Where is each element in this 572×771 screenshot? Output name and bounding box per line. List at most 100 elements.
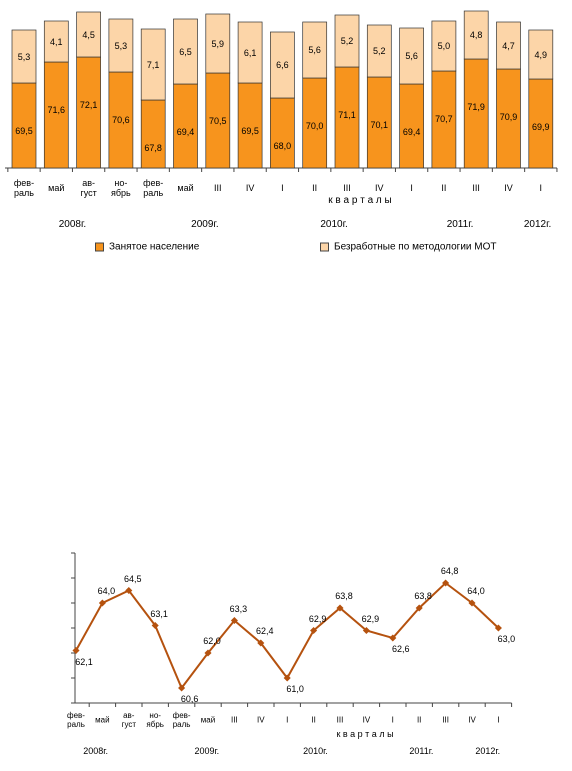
bar-segment — [528, 29, 554, 80]
point — [283, 674, 291, 682]
x-tick-label: но- ябрь — [146, 711, 164, 729]
group-label: 2009г. — [194, 746, 220, 756]
x-tick-label: III — [343, 183, 351, 193]
value-label: 69,4 — [402, 127, 421, 137]
group-label: 2012г. — [523, 219, 552, 230]
bar-segment — [173, 18, 198, 85]
bar-segment — [270, 31, 295, 99]
value-label: 69,9 — [532, 122, 550, 132]
bar-segment — [399, 83, 424, 169]
x-tick-label: IV — [468, 715, 476, 725]
bar-segment — [366, 24, 392, 78]
group-label: 2012г. — [475, 746, 501, 756]
value-label: 70,1 — [370, 120, 389, 130]
x-tick-label: I — [281, 183, 284, 193]
point — [98, 599, 106, 607]
x-tick-label: IV — [245, 183, 255, 193]
x-tick-label: III — [231, 715, 238, 725]
value-label: 5,2 — [340, 36, 354, 46]
bar-segment — [496, 21, 521, 70]
value-label: 5,0 — [437, 41, 451, 51]
value-label: 72,1 — [79, 100, 98, 110]
x-tick-label: май — [48, 183, 65, 193]
value-label: 5,3 — [114, 40, 128, 51]
x-tick-label: май — [200, 715, 216, 725]
group-label: 2009г. — [191, 219, 219, 230]
x-tick-label: III — [442, 715, 449, 725]
x-tick-label: ав- густ — [80, 178, 97, 198]
value-label: 63,0 — [497, 634, 516, 644]
bar-segment — [431, 20, 457, 72]
x-tick-label: ав- густ — [121, 711, 137, 729]
group-label: 2011г. — [409, 746, 434, 756]
group-label: 2011г. — [446, 219, 474, 230]
value-label: 6,5 — [179, 46, 192, 57]
x-tick-label: IV — [375, 183, 384, 193]
point — [442, 579, 450, 587]
point — [468, 599, 476, 607]
value-label: 70,9 — [499, 112, 518, 122]
value-label: 5,9 — [211, 38, 225, 49]
group-label: 2010г. — [320, 219, 348, 230]
value-label: 62,4 — [256, 626, 274, 636]
legend-item: Занятое население — [95, 242, 199, 253]
value-label: 62,9 — [361, 613, 380, 624]
bar-segment — [43, 20, 69, 63]
bar-segment — [270, 97, 295, 169]
value-label: 70,7 — [435, 114, 453, 124]
legend-item: Безработные по методологии МОТ — [320, 242, 496, 253]
bar-segment — [528, 78, 554, 169]
value-label: 62,6 — [392, 644, 410, 654]
bar-segment — [43, 61, 69, 169]
value-label: 6,1 — [243, 47, 257, 58]
bar-segment — [108, 71, 134, 169]
point — [151, 621, 159, 630]
value-label: 69,4 — [176, 127, 195, 137]
legend-label: Безработные по методологии МОТ — [334, 241, 497, 253]
point — [257, 639, 265, 647]
x-tick-label: III — [336, 715, 344, 725]
x-tick-label: но- ябрь — [111, 178, 131, 198]
value-label: 68,0 — [273, 141, 292, 151]
bar-segment — [399, 27, 424, 85]
x-tick-label: I — [410, 183, 413, 193]
x-tick-label: I — [497, 715, 500, 725]
point — [230, 616, 238, 625]
bar-segment — [76, 11, 101, 58]
value-label: 70,6 — [112, 115, 130, 125]
value-label: 64,8 — [440, 566, 459, 576]
value-label: 63,8 — [414, 591, 432, 601]
value-label: 63,8 — [335, 591, 353, 601]
x-tick-label: II — [312, 183, 318, 193]
value-label: 69,5 — [15, 126, 33, 136]
value-label: 7,1 — [146, 59, 160, 70]
x-tick-label: май — [177, 183, 194, 193]
value-label: 70,5 — [209, 116, 227, 126]
x-tick-label: II — [311, 715, 316, 725]
bar-segment — [334, 14, 360, 68]
bar-segment — [11, 29, 37, 84]
value-label: 71,6 — [47, 105, 66, 115]
group-label: 2008г. — [58, 219, 87, 230]
bar-segment — [140, 28, 166, 101]
value-label: 61,0 — [286, 684, 304, 694]
bar-segment — [76, 56, 101, 169]
value-label: 6,6 — [276, 60, 289, 70]
bar-segment — [334, 66, 360, 169]
value-label: 64,5 — [124, 573, 142, 584]
point — [178, 684, 186, 692]
bar-segment — [463, 58, 489, 169]
x-tick-label: III — [472, 183, 480, 193]
value-label: 60,6 — [180, 694, 199, 704]
value-label: 4,9 — [534, 49, 548, 60]
value-label: 4,5 — [82, 29, 95, 40]
value-label: 62,0 — [203, 636, 221, 646]
value-label: 5,3 — [17, 51, 31, 62]
bar-segment — [108, 18, 134, 73]
x-tick-label: фев- раль — [143, 178, 164, 198]
group-label: 2010г. — [303, 746, 328, 756]
x-tick-label: III — [214, 183, 222, 193]
x-tick-label: май — [95, 715, 110, 725]
bar-segment — [173, 83, 198, 169]
